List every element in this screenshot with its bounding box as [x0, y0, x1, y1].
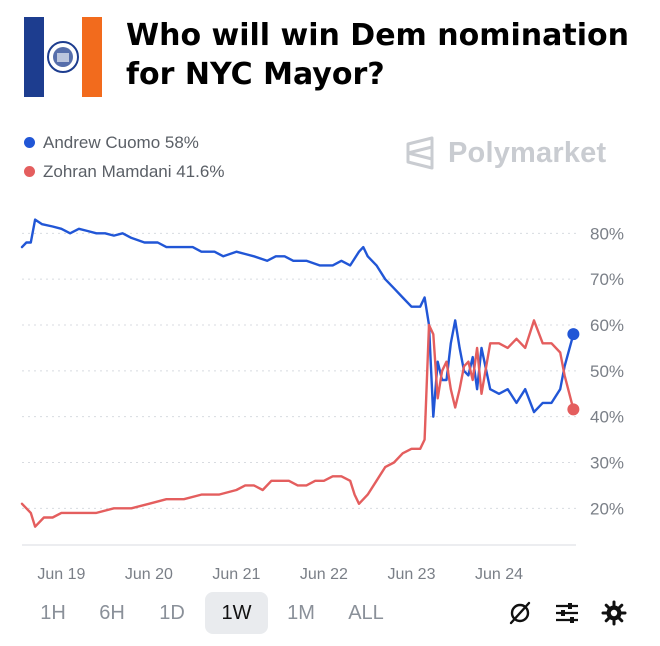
x-tick-label: Jun 24: [475, 566, 523, 583]
x-tick-label: Jun 22: [300, 566, 348, 583]
range-1d-button[interactable]: 1D: [159, 602, 185, 624]
gear-icon[interactable]: [601, 600, 627, 626]
sliders-icon[interactable]: [554, 600, 580, 626]
legend-label-mamdani: Zohran Mamdani 41.6%: [43, 161, 225, 181]
legend-item-cuomo: Andrew Cuomo 58%: [24, 128, 224, 157]
chart-legend: Andrew Cuomo 58% Zohran Mamdani 41.6%: [24, 128, 224, 186]
polymarket-watermark: Polymarket: [404, 136, 606, 170]
y-tick-label: 80%: [590, 224, 624, 243]
legend-label-cuomo: Andrew Cuomo 58%: [43, 132, 199, 152]
range-all-button[interactable]: ALL: [348, 602, 384, 624]
legend-item-mamdani: Zohran Mamdani 41.6%: [24, 157, 224, 186]
range-1w-button[interactable]: 1W: [205, 592, 268, 634]
cuomo-series-line: [20, 218, 575, 418]
no-filter-icon[interactable]: [507, 600, 533, 626]
range-1h-button[interactable]: 1H: [40, 602, 66, 624]
y-tick-label: 60%: [590, 316, 624, 335]
legend-dot-mamdani: [24, 166, 35, 177]
polymarket-logo-icon: [406, 136, 434, 170]
mamdani-series-line: [20, 319, 575, 528]
price-chart: 80% 70% 60% 50% 40% 30% 20% Jun 19 Jun 20 Jun 21 J…: [20, 218, 624, 583]
range-6h-button[interactable]: 6H: [99, 602, 125, 624]
x-tick-label: Jun 21: [212, 566, 260, 583]
time-range-toolbar: 1H 6H 1D 1W 1M ALL: [0, 592, 660, 636]
y-tick-label: 50%: [590, 362, 624, 381]
y-tick-label: 20%: [590, 499, 624, 518]
page-title: Who will win Dem nomination for NYC Mayo…: [126, 18, 629, 92]
x-tick-label: Jun 23: [387, 566, 435, 583]
y-tick-label: 70%: [590, 270, 624, 289]
y-tick-label: 30%: [590, 454, 624, 473]
mamdani-end-point: [567, 403, 580, 416]
brand-name: Polymarket: [448, 136, 607, 169]
cuomo-end-point: [567, 328, 580, 341]
x-tick-label: Jun 20: [125, 566, 173, 583]
legend-dot-cuomo: [24, 137, 35, 148]
range-1m-button[interactable]: 1M: [287, 602, 315, 624]
x-tick-label: Jun 19: [37, 566, 85, 583]
nyc-flag-logo: [24, 17, 102, 97]
y-tick-label: 40%: [590, 408, 624, 427]
